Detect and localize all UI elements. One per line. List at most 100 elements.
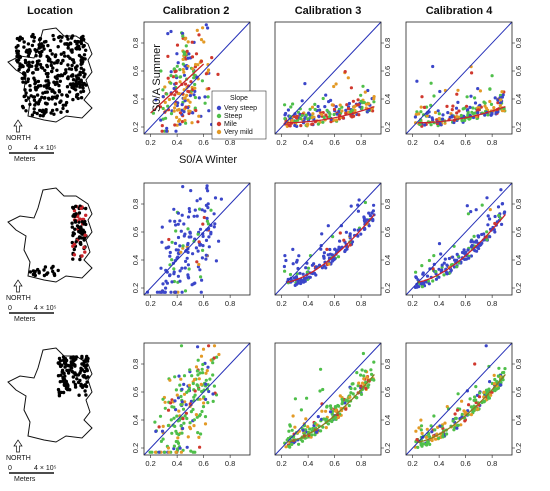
legend-marker-very-mild	[216, 129, 222, 135]
data-point	[189, 410, 193, 414]
data-point	[176, 61, 180, 65]
data-point	[353, 104, 357, 108]
data-point	[352, 228, 357, 232]
data-point	[474, 208, 478, 212]
data-point	[177, 433, 181, 437]
scale-zero: 0	[8, 465, 12, 472]
data-point	[186, 40, 190, 44]
data-point	[419, 110, 423, 114]
data-point	[362, 215, 366, 219]
y-tick-label: 0.6	[131, 387, 140, 397]
data-point	[336, 255, 341, 259]
data-point	[290, 428, 294, 432]
data-point	[324, 426, 328, 430]
location-point	[77, 53, 82, 58]
data-point	[434, 270, 438, 274]
data-point	[332, 118, 336, 122]
data-point	[176, 290, 180, 294]
data-point	[206, 26, 210, 30]
data-point	[181, 185, 185, 189]
data-point	[433, 428, 437, 432]
data-point	[463, 419, 467, 423]
fit-curve	[417, 213, 506, 283]
data-point	[212, 356, 216, 360]
data-point	[196, 431, 200, 435]
data-point	[167, 450, 171, 454]
location-map-row-2: NORTH 0 4 × 10⁵ Meters	[6, 187, 93, 323]
data-point	[204, 23, 208, 27]
data-point	[305, 276, 309, 280]
y-tick-label: 0.4	[383, 255, 392, 265]
data-point	[176, 222, 180, 226]
data-point	[179, 229, 183, 233]
location-point	[28, 270, 33, 274]
data-point	[493, 214, 497, 219]
y-tick-label: 0.8	[383, 38, 392, 48]
location-point	[85, 359, 90, 363]
data-point	[166, 423, 170, 428]
location-point	[26, 42, 31, 46]
data-point	[283, 269, 287, 273]
location-point	[65, 85, 70, 89]
data-point	[500, 109, 504, 113]
x-tick-label: 0.4	[172, 138, 182, 147]
location-point	[51, 269, 55, 274]
data-point	[414, 275, 418, 279]
y-tick-label: 0.6	[131, 227, 140, 237]
data-point	[216, 72, 220, 76]
location-point	[43, 265, 48, 269]
location-point	[46, 43, 50, 48]
location-point	[32, 39, 36, 43]
data-point	[469, 245, 474, 249]
panel-r1-c2: 0.2 0.4 0.6 0.8 0.2 0.4 0.6 0.8	[131, 21, 251, 147]
data-point	[349, 386, 353, 391]
data-point	[338, 239, 342, 243]
data-point	[430, 438, 434, 442]
location-point	[82, 373, 87, 378]
data-point	[364, 102, 369, 106]
data-point	[368, 214, 372, 218]
data-point	[353, 108, 357, 112]
data-point	[178, 383, 182, 387]
location-point	[52, 80, 56, 84]
data-point	[197, 262, 201, 267]
location-point	[84, 83, 88, 87]
data-point	[497, 213, 501, 218]
data-point	[288, 124, 292, 128]
data-point	[284, 111, 288, 116]
data-points	[283, 70, 376, 128]
data-point	[441, 117, 445, 121]
y-tick-label: 0.2	[131, 443, 140, 453]
data-point	[204, 238, 209, 242]
data-point	[489, 102, 494, 106]
location-point	[79, 39, 84, 43]
location-point	[77, 211, 82, 215]
data-point	[492, 388, 496, 392]
data-point	[169, 74, 173, 78]
data-point	[215, 355, 219, 359]
data-point	[471, 112, 475, 116]
data-point	[203, 415, 208, 419]
location-point	[30, 43, 35, 48]
data-point	[306, 122, 310, 126]
data-point	[357, 113, 361, 117]
data-point	[159, 290, 163, 294]
x-tick-label: 0.8	[356, 299, 366, 308]
data-point	[172, 267, 176, 271]
location-point	[28, 88, 32, 92]
data-point	[205, 369, 209, 373]
data-point	[503, 367, 507, 371]
data-point	[193, 86, 197, 90]
y-tick-label: 0.8	[514, 38, 523, 48]
data-point	[203, 209, 207, 213]
data-point	[456, 392, 460, 396]
data-point	[372, 203, 376, 207]
location-point	[64, 384, 68, 388]
location-point	[83, 250, 87, 254]
data-point	[197, 377, 201, 381]
data-point	[327, 262, 331, 266]
data-point	[425, 427, 429, 431]
location-point	[74, 240, 78, 244]
data-point	[420, 95, 424, 99]
data-point	[348, 243, 352, 247]
